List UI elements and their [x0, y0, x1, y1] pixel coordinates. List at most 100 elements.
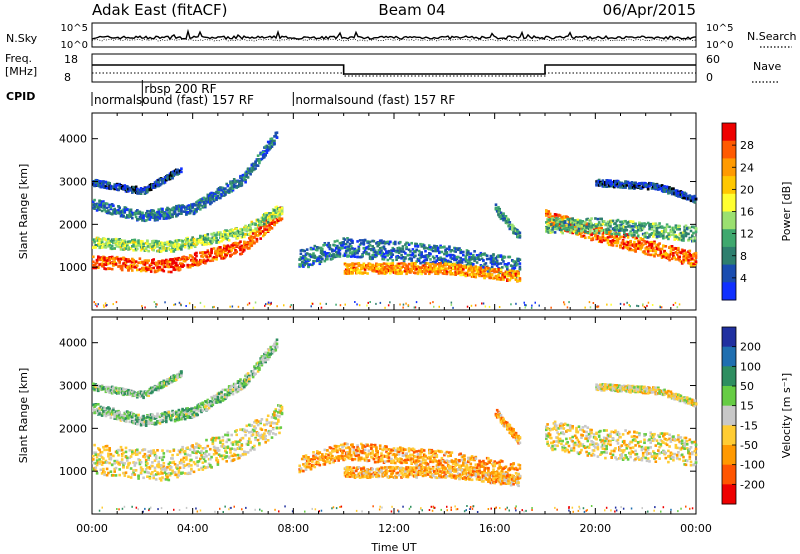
data-cell — [259, 237, 262, 240]
data-cell — [319, 260, 323, 263]
data-cell — [399, 267, 402, 271]
data-cell — [168, 260, 172, 263]
noise-cell — [369, 301, 371, 303]
data-cell — [253, 241, 256, 245]
data-cell — [270, 215, 274, 218]
data-cell — [468, 260, 471, 263]
data-cell — [139, 192, 143, 195]
data-cell — [137, 244, 140, 247]
data-cell — [587, 225, 591, 228]
data-cell — [660, 226, 664, 229]
data-cell — [355, 249, 358, 252]
data-cell — [383, 272, 387, 275]
data-cell — [600, 240, 603, 244]
data-cell — [450, 249, 454, 252]
data-cell — [271, 211, 275, 215]
data-cell — [590, 222, 593, 226]
data-cell — [650, 242, 654, 246]
data-cell — [356, 267, 359, 271]
data-cell — [170, 241, 173, 244]
noise-cell — [432, 301, 434, 304]
data-cell — [551, 215, 554, 218]
data-cell — [329, 258, 333, 261]
data-cell — [446, 259, 450, 263]
data-cell — [674, 258, 678, 261]
data-cell — [401, 247, 405, 251]
data-cell — [105, 186, 109, 190]
data-cell — [402, 258, 406, 262]
data-cell — [219, 247, 222, 251]
data-cell — [511, 228, 514, 231]
data-cell — [604, 223, 607, 227]
data-cell — [580, 229, 583, 233]
data-cell — [650, 228, 654, 231]
data-cell — [244, 228, 247, 231]
data-cell — [483, 252, 486, 255]
data-cell — [212, 199, 216, 203]
data-cell — [377, 243, 381, 246]
data-cell — [378, 269, 382, 273]
data-cell — [352, 249, 356, 253]
data-cell — [256, 164, 260, 167]
data-cell — [117, 205, 120, 208]
data-cell — [669, 250, 673, 253]
data-cell — [112, 212, 115, 215]
data-cell — [694, 230, 698, 234]
data-cell — [394, 240, 397, 244]
nsearch-tick-bottom: 10^0 — [706, 40, 733, 51]
data-cell — [308, 263, 311, 266]
data-cell — [109, 261, 113, 265]
noise-cell — [203, 305, 206, 308]
data-cell — [263, 233, 266, 236]
data-cell — [180, 212, 183, 215]
noise-cell — [659, 304, 661, 307]
noise-cell — [384, 306, 386, 309]
noise-cell — [676, 306, 679, 309]
noise-cell — [339, 304, 342, 307]
data-cell — [97, 205, 100, 209]
data-cell — [352, 264, 356, 267]
data-cell — [93, 240, 96, 243]
data-cell — [259, 232, 262, 235]
data-cell — [473, 250, 476, 253]
data-cell — [240, 244, 244, 248]
data-cell — [498, 209, 501, 212]
data-cell — [172, 265, 176, 269]
data-cell — [511, 265, 514, 268]
data-cell — [138, 268, 142, 271]
data-cell — [504, 272, 508, 276]
data-cell — [326, 255, 329, 258]
data-cell — [649, 249, 652, 252]
data-cell — [243, 226, 246, 229]
data-cell — [131, 216, 134, 220]
data-cell — [692, 231, 695, 235]
noise-cell — [344, 303, 346, 306]
nave-tick-top: 60 — [706, 53, 720, 66]
data-cell — [419, 242, 422, 246]
data-cell — [224, 187, 227, 190]
data-cell — [148, 213, 152, 217]
data-cell — [610, 183, 613, 187]
data-cell — [280, 217, 284, 221]
data-cell — [92, 266, 95, 270]
data-cell — [147, 259, 150, 262]
data-cell — [188, 211, 192, 215]
data-cell — [154, 239, 158, 243]
data-cell — [630, 225, 634, 228]
data-cell — [238, 182, 241, 185]
data-cell — [318, 262, 322, 266]
data-cell — [240, 252, 244, 255]
data-cell — [634, 181, 637, 185]
noise-cell — [597, 305, 600, 308]
data-cell — [360, 242, 363, 245]
data-cell — [119, 212, 123, 215]
data-cell — [431, 255, 435, 259]
data-cell — [469, 265, 473, 268]
data-cell — [604, 181, 607, 184]
data-cell — [350, 245, 353, 248]
data-cell — [502, 278, 505, 281]
data-cell — [132, 243, 135, 246]
data-cell — [545, 221, 548, 224]
data-cell — [547, 226, 551, 230]
